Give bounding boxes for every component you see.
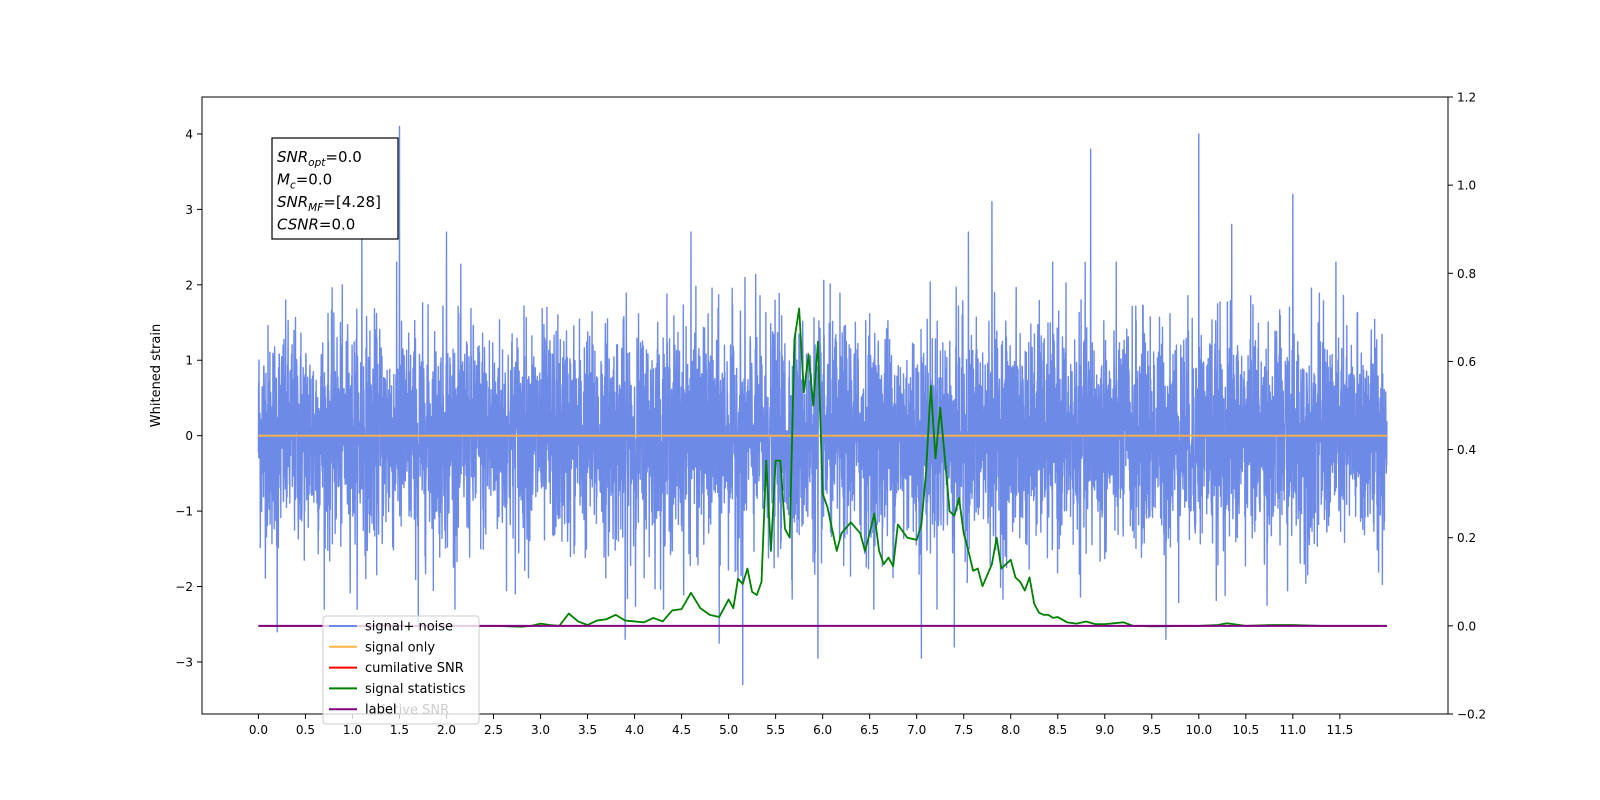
signal-statistics-line (258, 307, 1387, 628)
right-y-tick-label: 1.0 (1457, 179, 1476, 193)
x-tick-label: 11.5 (1326, 723, 1353, 737)
right-y-tick-label: 0.2 (1457, 531, 1476, 545)
plot-frame (201, 96, 1449, 715)
annotation-frame (271, 137, 399, 240)
x-tick-label: 10.5 (1232, 723, 1259, 737)
left-y-tick-label: 0 (185, 429, 193, 443)
x-tick-label: 0.5 (296, 723, 315, 737)
x-tick-label: 7.0 (907, 723, 926, 737)
x-tick-label: 3.5 (578, 723, 597, 737)
left-y-tick-label: 3 (185, 203, 193, 217)
right-y-tick-label: 0.6 (1457, 355, 1476, 369)
left-y-tick-label: 2 (185, 278, 193, 292)
left-y-tick-label: −2 (175, 580, 193, 594)
annotation-line: SNRopt=0.0 (277, 148, 362, 169)
legend-label-signal-noise: signal+ noise (365, 620, 453, 635)
left-y-tick-label: 4 (185, 127, 193, 141)
signal-noise-line (257, 125, 1388, 686)
x-tick-label: 2.5 (484, 723, 503, 737)
x-tick-label: 1.0 (343, 723, 362, 737)
x-tick-label: 11.0 (1279, 723, 1306, 737)
annotation-line: CSNR=0.0 (277, 216, 355, 234)
right-y-tick-label: 0.8 (1457, 267, 1476, 281)
legend-label-cumilative-snr: cumilative SNR (365, 661, 464, 676)
legend-label-signal-only: signal only (365, 640, 435, 655)
x-tick-label: 9.5 (1142, 723, 1161, 737)
legend-label-signal-statistics: signal statistics (365, 682, 466, 697)
x-tick-label: 6.0 (813, 723, 832, 737)
x-tick-label: 4.5 (672, 723, 691, 737)
right-y-tick-label: 0.0 (1457, 619, 1476, 633)
left-y-axis-ticks: −3 −2 −1 0 1 2 3 4 (175, 127, 202, 669)
annotation-line: Mc=0.0 (277, 171, 332, 192)
right-y-tick-label: 1.2 (1457, 91, 1476, 105)
x-tick-label: 8.5 (1048, 723, 1067, 737)
x-tick-label: 7.5 (954, 723, 973, 737)
left-y-tick-label: −1 (175, 505, 193, 519)
legend-label-label: label (365, 703, 396, 718)
x-tick-label: 5.5 (766, 723, 785, 737)
x-tick-label: 10.0 (1185, 723, 1212, 737)
x-tick-label: 4.0 (625, 723, 644, 737)
x-tick-label: 8.0 (1001, 723, 1020, 737)
left-y-tick-label: −3 (175, 655, 193, 669)
x-tick-label: 9.0 (1095, 723, 1114, 737)
annotation-line: SNRMF=[4.28] (277, 193, 381, 214)
right-y-axis-ticks: −0.2 0.0 0.2 0.4 0.6 0.8 1.0 1.2 (1448, 91, 1486, 722)
signal-noise-series (257, 125, 1388, 686)
right-y-tick-label: −0.2 (1457, 708, 1486, 722)
x-axis-ticks: 0.0 0.5 1.0 1.5 2.0 2.5 3.0 3.5 4.0 4.5 5.0 5.5 6.0 6… (249, 714, 1353, 737)
axes (201, 96, 1449, 715)
y-axis-label: Whitened strain (149, 324, 164, 427)
x-tick-label: 6.5 (860, 723, 879, 737)
right-y-tick-label: 0.4 (1457, 443, 1476, 457)
x-tick-label: 0.0 (249, 723, 268, 737)
x-tick-label: 5.0 (719, 723, 738, 737)
x-tick-label: 3.0 (531, 723, 550, 737)
x-tick-label: 1.5 (390, 723, 409, 737)
left-y-tick-label: 1 (185, 354, 193, 368)
legend-frame (322, 615, 480, 725)
x-tick-label: 2.0 (437, 723, 456, 737)
